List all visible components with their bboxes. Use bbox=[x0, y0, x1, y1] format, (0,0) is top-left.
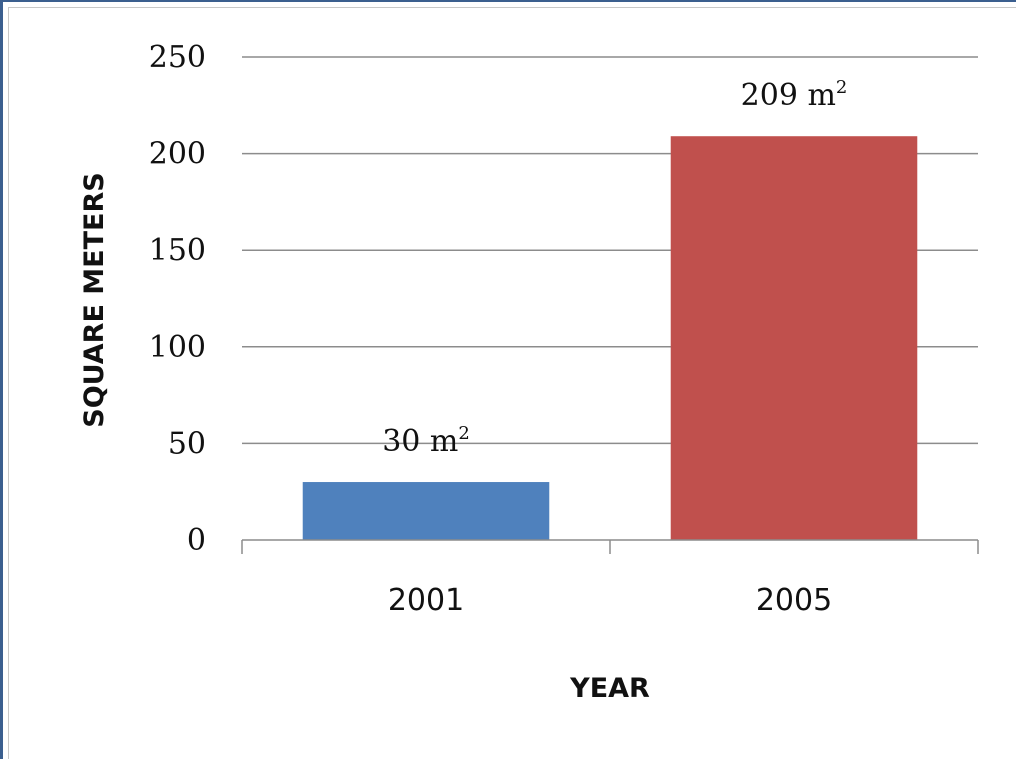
x-tick-label: 2001 bbox=[388, 583, 464, 618]
x-tick-labels: 2001 2005 bbox=[388, 583, 832, 618]
chart-area-border bbox=[8, 7, 1016, 759]
y-tick-label: 100 bbox=[149, 330, 206, 365]
x-axis bbox=[241, 539, 979, 554]
y-tick-label: 250 bbox=[149, 40, 206, 75]
data-labels: 30 m2 209 m2 bbox=[382, 77, 847, 459]
y-tick-label: 50 bbox=[168, 426, 206, 461]
y-tick-label: 150 bbox=[149, 233, 206, 268]
y-tick-labels: 0 50 100 150 200 250 bbox=[149, 40, 206, 558]
y-axis-title: SQUARE METERS bbox=[79, 172, 110, 427]
y-tick-label: 200 bbox=[149, 137, 206, 172]
data-label-2001: 30 m2 bbox=[382, 423, 470, 459]
x-tick-label: 2005 bbox=[756, 583, 832, 618]
y-tick-label: 0 bbox=[187, 523, 206, 558]
bar-2005 bbox=[670, 136, 918, 540]
bars bbox=[302, 136, 918, 540]
bar-2001 bbox=[302, 482, 550, 540]
x-axis-title: YEAR bbox=[569, 673, 650, 704]
data-label-2005: 209 m2 bbox=[741, 77, 848, 113]
